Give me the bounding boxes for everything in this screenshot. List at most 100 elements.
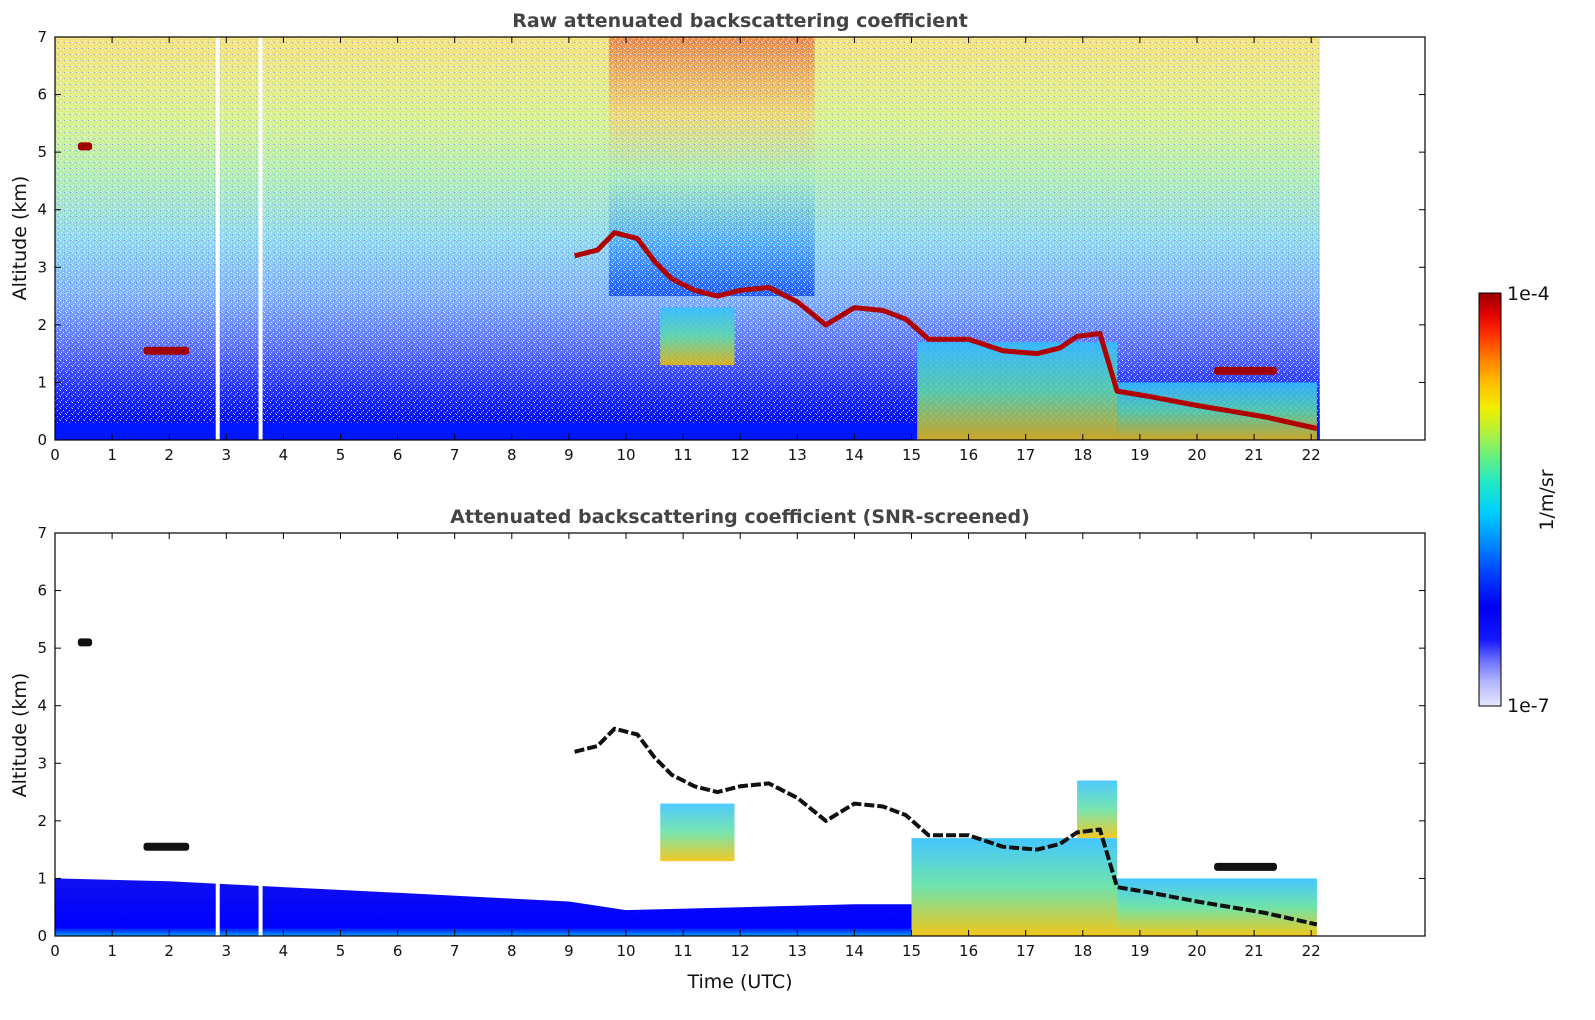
- x-tick-label: 12: [731, 942, 750, 960]
- y-tick-label: 2: [37, 316, 47, 334]
- y-tick-label: 3: [37, 754, 47, 772]
- x-tick-label: 14: [845, 942, 864, 960]
- x-tick-label: 7: [450, 446, 460, 464]
- y-axis: 0 1 2 3 4 5 6 7: [37, 28, 1425, 449]
- data-gap: [215, 872, 220, 936]
- panel-raw: Raw attenuated backscattering coefficien…: [9, 10, 1426, 464]
- colorbar-gradient: [1478, 292, 1502, 707]
- y-axis-label: Altitude (km): [9, 673, 31, 798]
- x-tick-label: 7: [450, 942, 460, 960]
- x-tick-label: 5: [336, 446, 346, 464]
- y-tick-label: 5: [37, 639, 47, 657]
- x-tick-label: 9: [564, 446, 574, 464]
- x-tick-label: 4: [279, 446, 289, 464]
- x-tick-label: 2: [164, 446, 174, 464]
- x-axis: 0 1 2 3 4 5 6 7 8 9 10 11 12 13 14 15 16 17 18 19 20 21 22: [50, 533, 1321, 960]
- colorbar: 1e-4 1e-7 1/m/sr: [1478, 283, 1558, 717]
- x-tick-label: 2: [164, 942, 174, 960]
- aerosol-region: [1117, 878, 1317, 936]
- y-tick-label: 4: [37, 201, 47, 219]
- y-tick-label: 4: [37, 697, 47, 715]
- y-tick-label: 6: [37, 582, 47, 600]
- x-tick-label: 19: [1130, 446, 1149, 464]
- cloud-layer: [1214, 366, 1277, 375]
- y-tick-label: 2: [37, 812, 47, 830]
- x-tick-label: 20: [1187, 942, 1206, 960]
- cloud-layer: [143, 842, 190, 851]
- x-tick-label: 20: [1187, 446, 1206, 464]
- colorbar-min-label: 1e-7: [1507, 695, 1550, 717]
- heatmap-area: [55, 638, 1318, 936]
- y-tick-label: 6: [37, 86, 47, 104]
- y-tick-label: 1: [37, 373, 47, 391]
- y-tick-label: 1: [37, 869, 47, 887]
- y-axis: 0 1 2 3 4 5 6 7: [37, 524, 1425, 945]
- x-tick-label: 1: [107, 446, 117, 464]
- x-tick-label: 10: [616, 446, 635, 464]
- x-tick-label: 9: [564, 942, 574, 960]
- x-tick-label: 17: [1016, 942, 1035, 960]
- y-tick-label: 7: [37, 28, 47, 46]
- heatmap-area: [55, 37, 1320, 440]
- aerosol-region: [660, 307, 735, 366]
- y-tick-label: 0: [37, 927, 47, 945]
- x-tick-label: 18: [1073, 942, 1092, 960]
- panel-screened: Attenuated backscattering coefficient (S…: [9, 506, 1426, 993]
- x-tick-label: 22: [1302, 942, 1321, 960]
- x-tick-label: 8: [507, 942, 517, 960]
- x-tick-label: 13: [788, 446, 807, 464]
- x-tick-label: 12: [731, 446, 750, 464]
- noise-speckle: [55, 37, 1320, 440]
- x-tick-label: 22: [1302, 446, 1321, 464]
- cloud-layer: [77, 638, 93, 647]
- cloud-track: [574, 726, 1318, 927]
- x-axis: 0 1 2 3 4 5 6 7 8 9 10 11 12 13 14 15 16 17 18 19 20 21 22: [50, 37, 1321, 464]
- x-tick-label: 1: [107, 942, 117, 960]
- x-tick-label: 11: [674, 942, 693, 960]
- x-tick-label: 6: [393, 446, 403, 464]
- aerosol-region: [917, 342, 1118, 440]
- x-tick-label: 4: [279, 942, 289, 960]
- x-tick-label: 6: [393, 942, 403, 960]
- x-tick-label: 15: [902, 446, 921, 464]
- aerosol-region: [911, 838, 1118, 936]
- y-tick-label: 3: [37, 258, 47, 276]
- x-tick-label: 3: [222, 446, 232, 464]
- x-tick-label: 10: [616, 942, 635, 960]
- data-gap: [258, 37, 263, 440]
- cloud-track: [573, 230, 1318, 431]
- x-axis-label: Time (UTC): [686, 971, 792, 993]
- x-tick-label: 0: [50, 942, 60, 960]
- x-tick-label: 16: [959, 446, 978, 464]
- boundary-layer: [55, 878, 912, 936]
- x-tick-label: 13: [788, 942, 807, 960]
- x-tick-label: 8: [507, 446, 517, 464]
- cloud-layer: [143, 346, 190, 355]
- x-tick-label: 11: [674, 446, 693, 464]
- data-gap: [258, 872, 263, 936]
- x-tick-label: 15: [902, 942, 921, 960]
- y-tick-label: 5: [37, 143, 47, 161]
- y-axis-label: Altitude (km): [9, 176, 31, 301]
- panel-title: Attenuated backscattering coefficient (S…: [450, 506, 1030, 528]
- y-tick-label: 7: [37, 524, 47, 542]
- y-tick-label: 0: [37, 431, 47, 449]
- x-tick-label: 0: [50, 446, 60, 464]
- x-tick-label: 19: [1130, 942, 1149, 960]
- x-tick-label: 3: [222, 942, 232, 960]
- cloud-layer: [1214, 862, 1277, 871]
- x-tick-label: 14: [845, 446, 864, 464]
- panel-title: Raw attenuated backscattering coefficien…: [512, 10, 968, 32]
- colorbar-max-label: 1e-4: [1507, 283, 1550, 305]
- x-tick-label: 21: [1245, 446, 1264, 464]
- data-gap: [215, 37, 220, 440]
- colorbar-unit-label: 1/m/sr: [1536, 469, 1558, 530]
- cloud-layer: [77, 142, 93, 151]
- x-tick-label: 21: [1245, 942, 1264, 960]
- x-tick-label: 5: [336, 942, 346, 960]
- x-tick-label: 17: [1016, 446, 1035, 464]
- x-tick-label: 18: [1073, 446, 1092, 464]
- aerosol-region: [660, 803, 735, 862]
- x-tick-label: 16: [959, 942, 978, 960]
